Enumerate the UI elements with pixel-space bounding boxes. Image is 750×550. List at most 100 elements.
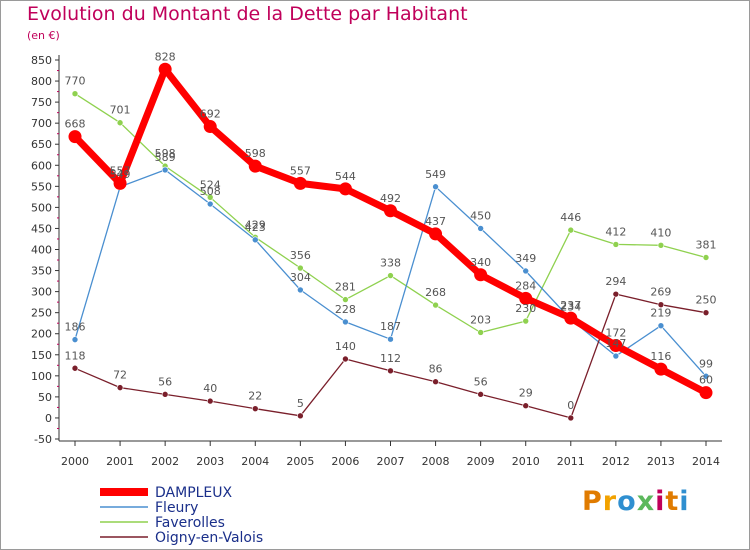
- data-label: 22: [248, 390, 262, 403]
- data-label: 147: [605, 337, 626, 350]
- data-label: 381: [696, 239, 717, 252]
- data-point: [116, 384, 124, 391]
- legend-label: Fleury: [155, 500, 198, 516]
- data-label: 304: [290, 271, 311, 284]
- legend-item: Faverolles: [100, 515, 225, 531]
- legend-item: DAMPLEUX: [100, 485, 233, 501]
- x-tick-label: 2008: [422, 455, 450, 468]
- data-point: [432, 378, 439, 386]
- data-point: [429, 227, 443, 241]
- data-label: 112: [380, 352, 401, 365]
- data-point: [113, 176, 127, 190]
- data-label: 60: [699, 374, 713, 387]
- data-point: [432, 183, 439, 191]
- data-label: 557: [290, 164, 311, 177]
- data-label: 437: [425, 215, 446, 228]
- data-point: [477, 225, 484, 232]
- data-label: 230: [515, 302, 536, 315]
- data-label: 0: [567, 399, 574, 412]
- data-label: 116: [650, 350, 671, 363]
- data-label: 40: [203, 382, 217, 395]
- data-point: [297, 264, 304, 272]
- data-point: [564, 311, 578, 325]
- data-label: 294: [605, 275, 626, 288]
- data-point: [158, 62, 172, 76]
- data-label: 701: [110, 104, 131, 117]
- data-label: 340: [470, 256, 491, 269]
- x-tick-label: 2012: [602, 455, 630, 468]
- data-point: [612, 241, 620, 248]
- y-tick-label: 250: [31, 307, 52, 320]
- data-point: [248, 159, 262, 173]
- data-point: [206, 397, 214, 405]
- data-label: 492: [380, 192, 401, 205]
- x-tick-label: 2010: [512, 455, 540, 468]
- data-point: [251, 405, 259, 412]
- data-labels: 770 701 598 524 429 356 281 338 268 203 230 446 412 4…: [65, 50, 717, 412]
- data-point: [699, 386, 713, 400]
- data-point: [206, 193, 214, 201]
- data-point: [206, 200, 214, 208]
- data-point: [702, 254, 710, 261]
- data-point: [657, 322, 665, 330]
- y-tick-label: 700: [31, 117, 52, 130]
- x-tick-label: 2004: [241, 455, 269, 468]
- data-label: 250: [696, 294, 717, 307]
- data-label: 349: [515, 252, 536, 265]
- proxiti-logo: Proxiti: [582, 486, 690, 517]
- legend-label: Oigny-en-Valois: [155, 530, 263, 546]
- data-point: [116, 119, 124, 127]
- data-label: 549: [425, 168, 446, 181]
- data-label: 281: [335, 281, 356, 294]
- data-point: [519, 291, 533, 305]
- data-point: [342, 355, 349, 363]
- data-point: [612, 290, 620, 298]
- data-point: [567, 226, 575, 234]
- data-point: [338, 182, 352, 196]
- data-point: [522, 317, 530, 325]
- data-label: 140: [335, 340, 356, 353]
- y-tick-label: 400: [31, 244, 52, 257]
- data-point: [432, 301, 439, 309]
- data-point: [477, 391, 484, 398]
- data-label: 203: [470, 313, 491, 326]
- data-point: [297, 412, 304, 420]
- data-label: 86: [429, 363, 443, 376]
- data-label: 284: [515, 279, 536, 292]
- chart-title: Evolution du Montant de la Dette par Hab…: [27, 3, 468, 25]
- data-label: 544: [335, 170, 356, 183]
- data-point: [654, 362, 668, 376]
- data-point: [702, 309, 710, 316]
- data-point: [161, 391, 169, 398]
- y-tick-label: 150: [31, 349, 52, 362]
- x-tick-label: 2005: [286, 455, 314, 468]
- y-tick-label: 200: [31, 328, 52, 341]
- data-point: [342, 318, 349, 326]
- data-label: 29: [519, 387, 533, 400]
- y-tick-label: 50: [38, 391, 52, 404]
- data-point: [384, 204, 397, 218]
- data-point: [657, 301, 665, 308]
- data-label: 557: [110, 164, 131, 177]
- data-point: [203, 120, 217, 134]
- data-label: 412: [605, 225, 626, 238]
- data-label: 187: [380, 320, 401, 333]
- legend-label: Faverolles: [155, 515, 225, 531]
- y-tick-label: 650: [31, 138, 52, 151]
- y-tick-label: 0: [45, 412, 52, 425]
- y-tick-label: -50: [34, 433, 52, 446]
- data-point: [474, 268, 488, 282]
- data-point: [293, 176, 307, 190]
- data-label: 186: [65, 321, 86, 334]
- data-label: 56: [474, 375, 488, 388]
- x-tick-label: 2013: [647, 455, 675, 468]
- y-tick-label: 600: [31, 159, 52, 172]
- data-label: 429: [245, 218, 266, 231]
- x-tick-label: 2003: [196, 455, 224, 468]
- series-layer: [68, 62, 713, 422]
- data-label: 692: [200, 108, 221, 121]
- data-label: 423: [245, 221, 266, 234]
- data-label: 99: [699, 357, 713, 370]
